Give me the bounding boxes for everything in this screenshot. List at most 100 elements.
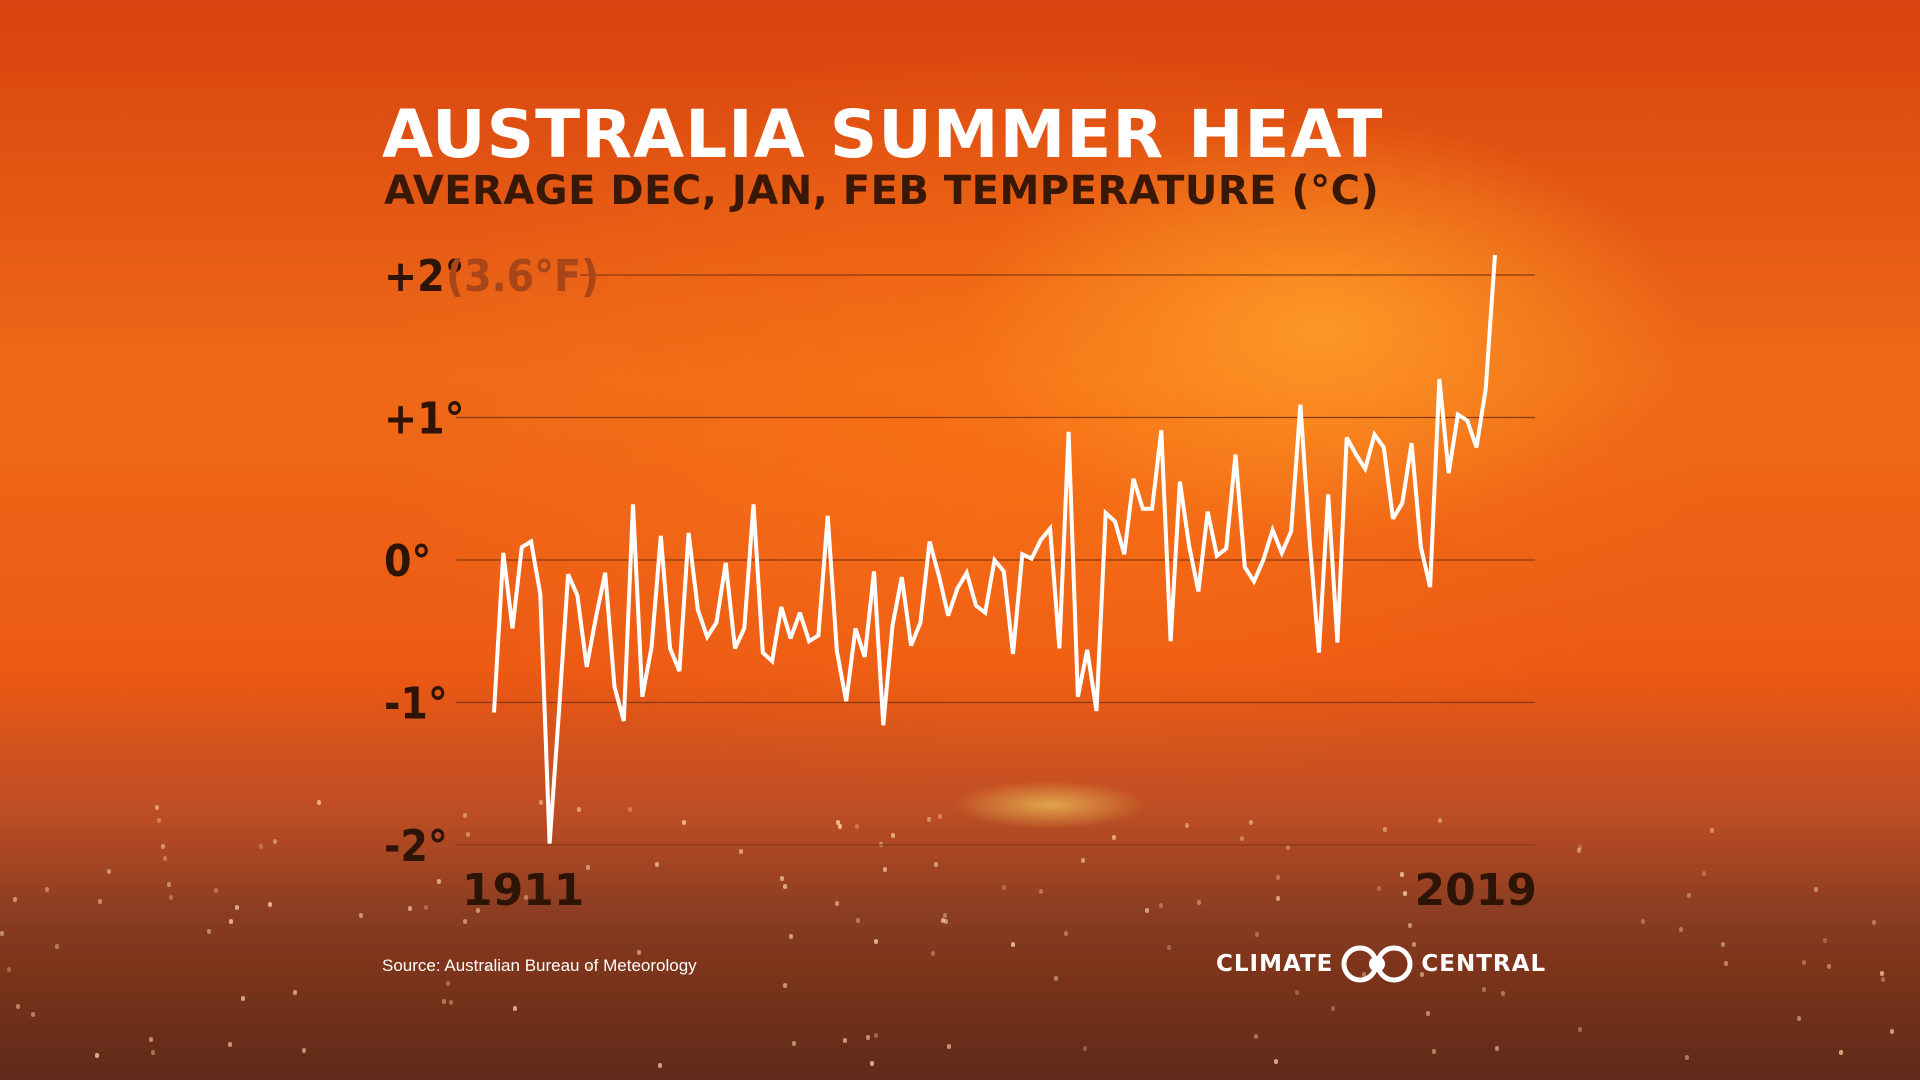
city-light	[1295, 990, 1299, 995]
city-light	[1362, 972, 1366, 977]
city-light	[655, 862, 659, 867]
city-light	[1839, 1050, 1843, 1055]
city-light	[588, 966, 592, 971]
y-tick-label: +2°	[384, 251, 465, 302]
city-light	[13, 897, 17, 902]
city-light	[524, 895, 528, 900]
city-light	[1702, 871, 1706, 876]
city-light	[31, 1012, 35, 1017]
city-light	[513, 1006, 517, 1011]
city-light	[1383, 827, 1387, 832]
city-light	[1687, 893, 1691, 898]
city-light	[1377, 886, 1381, 891]
city-light	[1578, 1027, 1582, 1032]
city-light	[169, 895, 173, 900]
city-light	[1408, 923, 1412, 928]
city-light	[1426, 1011, 1430, 1016]
city-light	[7, 967, 11, 972]
city-light	[739, 849, 743, 854]
city-light	[1240, 836, 1244, 841]
city-light	[938, 814, 942, 819]
city-light	[1823, 938, 1827, 943]
city-light	[268, 902, 272, 907]
city-light	[259, 844, 263, 849]
x-tick-label: 2019	[1415, 865, 1537, 916]
city-light	[437, 879, 441, 884]
city-light	[874, 1033, 878, 1038]
city-light	[1797, 1016, 1801, 1021]
y-axis-labels: +2°(3.6°F) +1° 0° -1° -2°	[384, 251, 599, 872]
city-light	[838, 824, 842, 829]
city-light	[1724, 961, 1728, 966]
city-light	[1064, 931, 1068, 936]
city-light	[167, 882, 171, 887]
city-light	[463, 813, 467, 818]
city-light	[1468, 894, 1472, 899]
series-layer	[492, 254, 1497, 844]
city-light	[1159, 903, 1163, 908]
city-light	[1167, 945, 1171, 950]
city-light	[682, 820, 686, 825]
city-light	[1145, 908, 1149, 913]
city-light	[1276, 875, 1280, 880]
city-light	[229, 919, 233, 924]
city-light	[792, 1041, 796, 1046]
chart-subtitle: AVERAGE DEC, JAN, FEB TEMPERATURE (°C)	[384, 168, 1380, 214]
x-axis-labels: 1911 2019	[462, 865, 1537, 916]
city-light	[463, 919, 467, 924]
series-line-0	[492, 254, 1497, 844]
city-light	[302, 1048, 306, 1053]
city-light	[1432, 1049, 1436, 1054]
city-light	[107, 869, 111, 874]
city-light	[55, 944, 59, 949]
city-light	[1814, 887, 1818, 892]
city-light	[780, 876, 784, 881]
city-light	[408, 906, 412, 911]
city-light	[874, 939, 878, 944]
city-light	[485, 966, 489, 971]
city-light	[1400, 872, 1404, 877]
city-light	[1054, 976, 1058, 981]
city-light	[446, 981, 450, 986]
city-light	[1002, 885, 1006, 890]
city-light	[1249, 820, 1253, 825]
city-light	[1482, 987, 1486, 992]
city-light	[577, 807, 581, 812]
city-light	[883, 867, 887, 872]
city-light	[628, 807, 632, 812]
city-light	[1331, 1006, 1335, 1011]
city-light	[155, 805, 159, 810]
city-light	[293, 990, 297, 995]
city-light	[947, 1044, 951, 1049]
city-light	[235, 905, 239, 910]
city-light	[586, 865, 590, 870]
logo-text-right: CENTRAL	[1421, 951, 1547, 977]
climate-central-rings-icon	[1341, 945, 1413, 983]
city-light	[449, 1000, 453, 1005]
city-light	[1881, 977, 1885, 982]
smoke-haze	[0, 690, 1920, 950]
city-light	[149, 1037, 153, 1042]
city-light	[843, 1038, 847, 1043]
city-light	[95, 1053, 99, 1058]
city-light	[163, 856, 167, 861]
city-light	[45, 887, 49, 892]
y-tick-label: -2°	[384, 821, 448, 872]
city-light	[157, 818, 161, 823]
city-light	[1438, 818, 1442, 823]
city-light	[1197, 900, 1201, 905]
climate-central-logo: CLIMATE CENTRAL	[1216, 942, 1546, 986]
source-note: Source: Australian Bureau of Meteorology	[382, 956, 697, 975]
city-light	[891, 833, 895, 838]
city-light	[442, 999, 446, 1004]
city-light	[943, 913, 947, 918]
city-light	[1495, 1046, 1499, 1051]
y-tick-label: -1°	[384, 679, 448, 730]
city-light	[1011, 942, 1015, 947]
city-light	[317, 800, 321, 805]
city-light	[1112, 835, 1116, 840]
city-light	[476, 908, 480, 913]
city-light	[789, 934, 793, 939]
